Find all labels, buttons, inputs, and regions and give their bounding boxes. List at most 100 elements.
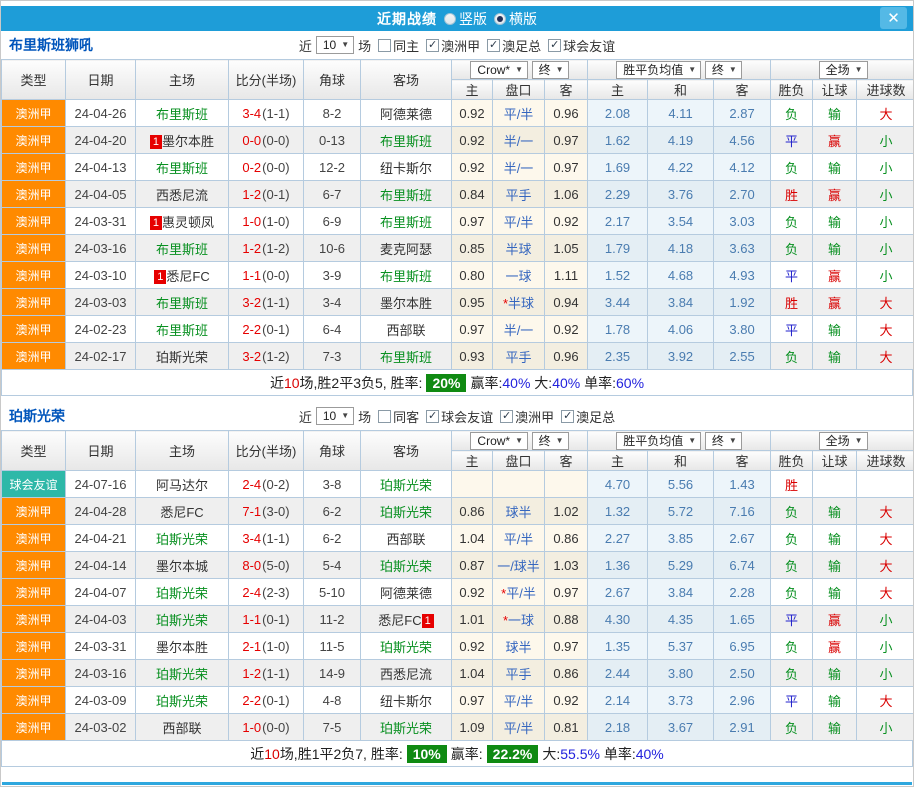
cell-handicap-result: 输 [812,713,858,741]
cell-home-team: 珀斯光荣 [135,342,229,370]
rank-badge: 1 [149,134,163,149]
cell-score: 1-1(0-1) [228,605,304,633]
cell-mean-draw: 4.68 [647,261,715,289]
match-count-select[interactable]: 10 ▼ [315,36,355,54]
cell-handicap-result: 赢 [812,632,858,660]
cell-mean-lose: 3.63 [713,234,772,262]
filter-checkbox-1-2[interactable]: ✓ 澳洲甲 [500,407,554,426]
cell-away-team: 纽卡斯尔 [360,686,452,714]
table-row: 澳洲甲 24-04-28 悉尼FC 7-1(3-0) 6-2 珀斯光荣 0.86… [1,497,913,525]
summary-badge: 20% [426,373,467,392]
cell-home-team: 阿马达尔 [135,470,229,498]
mean-group-header: 胜平负均值 ▼ 终 ▼ [587,430,772,451]
cell-away-team: 西悉尼流 [360,659,452,687]
column-header: 客场 [360,430,452,471]
cell-away-odds: 0.92 [543,686,589,714]
cell-home-odds: 1.09 [451,713,493,741]
final-odds-select-2[interactable]: 终 ▼ [704,60,742,79]
column-header: 比分(半场) [228,430,304,471]
filter-checkbox-0-0[interactable]: 同主 [378,36,419,55]
cell-home-odds: 0.97 [451,686,493,714]
cell-home-team: 珀斯光荣 [135,578,229,606]
cell-handicap-result: 输 [812,686,858,714]
cell-league: 澳洲甲 [1,686,66,714]
cell-result: 负 [770,153,814,181]
close-button[interactable]: ✕ [880,7,907,29]
cell-home-team: 1 悉尼FC [135,261,229,289]
radio-vertical-label: 竖版 [459,10,487,27]
final-odds-select-2[interactable]: 终 ▼ [704,431,742,450]
cell-result: 胜 [770,180,814,208]
mean-odds-select[interactable]: 胜平负均值 ▼ [616,60,702,79]
cell-handicap: 平/半 [492,99,545,127]
cell-goals: 小 [856,126,913,154]
cell-home-odds: 0.85 [451,234,493,262]
radio-vertical[interactable]: 竖版 [444,9,487,29]
table-row: 澳洲甲 24-04-20 1 墨尔本胜 0-0(0-0) 0-13 布里斯班 0.… [1,126,913,154]
cell-corners: 6-2 [303,524,361,552]
cell-home-odds: 1.04 [451,524,493,552]
bookmaker-select[interactable]: Crow* ▼ [470,431,529,450]
summary-text: 单率: [599,745,636,762]
cell-handicap: 平/半 [492,686,545,714]
final-odds-select-1[interactable]: 终 ▼ [531,431,569,450]
filter-checkbox-0-2[interactable]: ✓ 澳足总 [487,36,541,55]
cell-date: 24-03-31 [65,207,136,235]
cell-score: 2-2(0-1) [228,686,304,714]
cell-score: 1-0(1-0) [228,207,304,235]
filter-checkbox-1-3[interactable]: ✓ 澳足总 [561,407,615,426]
summary-text: 大: [542,745,561,762]
cell-mean-draw: 3.67 [647,713,715,741]
cell-corners: 6-4 [303,315,361,343]
filter-bar: 布里斯班狮吼 近 10 ▼ 场 同主 ✓ 澳洲甲 ✓ 澳足总 ✓ 球会友谊 [1,31,913,59]
close-icon: ✕ [887,10,900,27]
summary-text: 场,胜2平3负5, 胜率: [299,374,423,391]
cell-goals: 大 [856,551,913,579]
cell-mean-win: 2.44 [587,659,649,687]
cell-home-odds: 0.80 [451,261,493,289]
filter-checkbox-0-1[interactable]: ✓ 澳洲甲 [426,36,480,55]
cell-corners: 3-8 [303,470,361,498]
filter-checkbox-label: 球会友谊 [563,38,616,54]
filter-checkbox-1-0[interactable]: 同客 [378,407,419,426]
cell-corners: 4-8 [303,686,361,714]
cell-corners: 5-4 [303,551,361,579]
filter-bar: 珀斯光荣 近 10 ▼ 场 同客 ✓ 球会友谊 ✓ 澳洲甲 ✓ 澳足总 [1,402,913,430]
cell-mean-lose: 2.91 [713,713,772,741]
cell-date: 24-04-28 [65,497,136,525]
cell-result: 平 [770,686,814,714]
scope-select[interactable]: 全场 ▼ [818,431,868,450]
column-header: 主场 [135,59,229,100]
filter-checkbox-label: 澳足总 [576,409,616,425]
cell-goals: 小 [856,659,913,687]
cell-result: 负 [770,99,814,127]
final-odds-select-1[interactable]: 终 ▼ [531,60,569,79]
filter-checkbox-1-1[interactable]: ✓ 球会友谊 [426,407,493,426]
cell-mean-win: 2.08 [587,99,649,127]
cell-away-odds: 0.97 [543,153,589,181]
scope-select[interactable]: 全场 ▼ [818,60,868,79]
cell-mean-win: 1.52 [587,261,649,289]
column-header: 比分(半场) [228,59,304,100]
cell-score: 7-1(3-0) [228,497,304,525]
cell-score: 1-2(1-2) [228,234,304,262]
cell-away-odds: 0.97 [543,578,589,606]
match-count-select[interactable]: 10 ▼ [315,407,355,425]
cell-league: 澳洲甲 [1,713,66,741]
filter-checkbox-label: 澳洲甲 [441,38,481,54]
summary-bar: 近 10 场,胜1平2负7, 胜率: 10% 赢率: 22.2% 大: 55.5% 单率: 40… [1,741,913,767]
cell-handicap: 球半 [492,497,545,525]
cell-mean-draw: 3.54 [647,207,715,235]
summary-badge: 10% [406,744,447,763]
cell-handicap-result: 输 [812,551,858,579]
summary-text: 40% [552,374,581,391]
radio-horizontal[interactable]: 横版 [494,9,537,29]
mean-odds-select[interactable]: 胜平负均值 ▼ [616,431,702,450]
sections-container: 布里斯班狮吼 近 10 ▼ 场 同主 ✓ 澳洲甲 ✓ 澳足总 ✓ 球会友谊 类型 日期 主场 比分(… [1,31,913,767]
cell-corners: 7-5 [303,713,361,741]
cell-mean-win: 4.70 [587,470,649,498]
column-subheader: 进球数 [856,79,913,100]
filter-checkbox-0-3[interactable]: ✓ 球会友谊 [548,36,615,55]
bookmaker-select[interactable]: Crow* ▼ [470,60,529,79]
cell-home-team: 西部联 [135,713,229,741]
